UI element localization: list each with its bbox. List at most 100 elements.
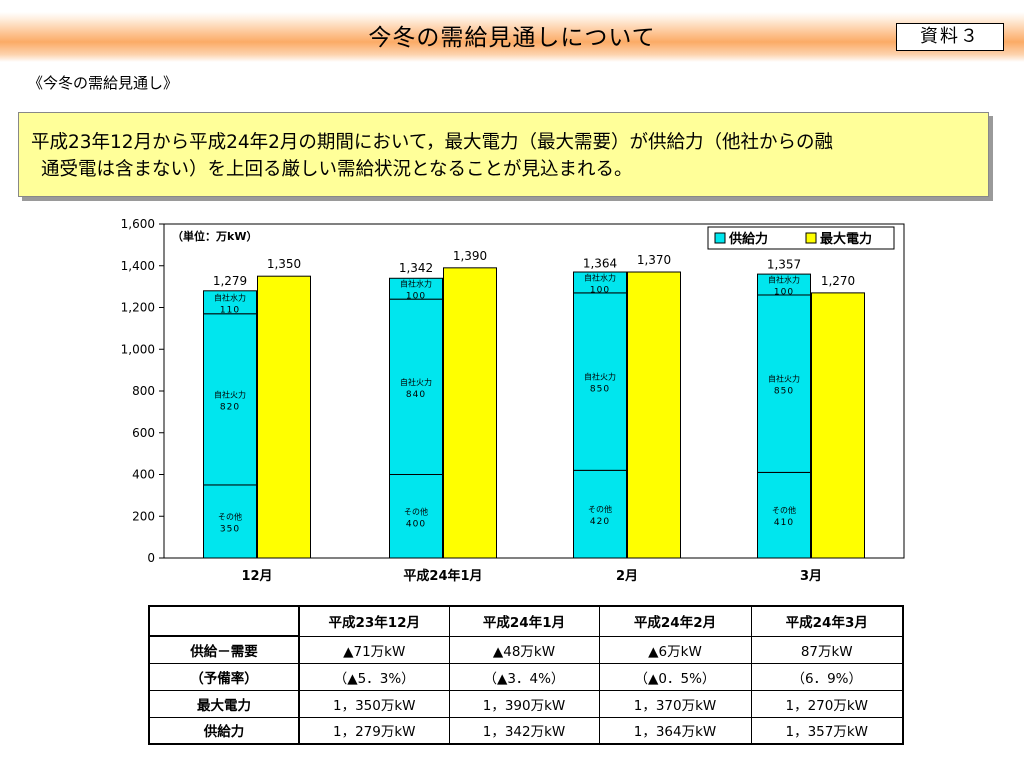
- row-header: 供給力: [148, 716, 300, 745]
- y-tick-label: 1,000: [121, 342, 155, 356]
- table-row: （予備率） （▲5．3%） （▲3．4%） （▲0．5%） （6．9%）: [148, 662, 904, 691]
- x-category-label: 2月: [616, 569, 638, 584]
- segment-value-label: 840: [406, 390, 426, 400]
- supply-total-label: 1,364: [583, 256, 617, 270]
- supply-total-label: 1,342: [399, 261, 433, 275]
- table-cell: ▲6万kW: [598, 635, 752, 664]
- supply-bar-segment: [203, 484, 257, 559]
- table-corner-cell: [148, 605, 300, 637]
- y-tick-label: 0: [147, 551, 155, 565]
- summary-box: 平成23年12月から平成24年2月の期間において，最大電力（最大需要）が供給力（…: [18, 112, 989, 197]
- segment-name-label: その他: [218, 511, 242, 521]
- table-header-row: 平成23年12月 平成24年1月 平成24年2月 平成24年3月: [148, 605, 904, 637]
- document-label: 資料３: [896, 23, 1004, 51]
- table-row: 供給－需要 ▲71万kW ▲48万kW ▲6万kW 87万kW: [148, 635, 904, 664]
- table-row: 供給力 1，279万kW 1，342万kW 1，364万kW 1，357万kW: [148, 716, 904, 745]
- column-header: 平成24年2月: [598, 605, 752, 637]
- demand-value-label: 1,370: [637, 253, 671, 267]
- y-tick-label: 1,200: [121, 301, 155, 315]
- segment-value-label: 400: [406, 519, 426, 529]
- y-tick-label: 200: [132, 509, 155, 523]
- segment-value-label: 100: [590, 285, 610, 295]
- row-header: （予備率）: [148, 662, 300, 691]
- supply-bar-segment: [573, 469, 627, 559]
- supply-demand-chart: 0 200 400 600 800 1,000 1,200 1,400 1,600 （単位：万kW…: [121, 217, 905, 584]
- segment-value-label: 110: [220, 305, 240, 315]
- column-header: 平成24年3月: [750, 605, 904, 637]
- table-cell: ▲48万kW: [448, 635, 600, 664]
- table-cell: （▲3．4%）: [448, 662, 600, 691]
- segment-value-label: 350: [220, 524, 240, 534]
- table-cell: （▲0．5%）: [598, 662, 752, 691]
- table-cell: ▲71万kW: [298, 635, 450, 664]
- supply-total-label: 1,279: [213, 274, 247, 288]
- supply-total-label: 1,357: [767, 258, 801, 272]
- column-header: 平成24年1月: [448, 605, 600, 637]
- demand-value-label: 1,350: [267, 257, 301, 271]
- legend-box: [707, 226, 895, 250]
- row-header: 供給－需要: [148, 635, 300, 664]
- column-header: 平成23年12月: [298, 605, 450, 637]
- segment-value-label: 850: [590, 385, 610, 395]
- unit-label: （単位：万kW）: [172, 229, 257, 243]
- table-cell: （6．9%）: [750, 662, 904, 691]
- supply-bar-segment: [203, 313, 257, 486]
- x-category-label: 平成24年1月: [403, 568, 482, 584]
- table-cell: 1，357万kW: [750, 716, 904, 745]
- y-tick-label: 1,600: [121, 217, 155, 231]
- legend-label-supply: 供給力: [728, 231, 768, 247]
- summary-line-1: 平成23年12月から平成24年2月の期間において，最大電力（最大需要）が供給力（…: [31, 132, 834, 153]
- row-header: 最大電力: [148, 689, 300, 718]
- supply-bar-segment: [757, 294, 811, 473]
- demand-value-label: 1,390: [453, 249, 487, 263]
- segment-name-label: 自社水力: [768, 275, 800, 285]
- segment-value-label: 410: [774, 518, 794, 528]
- table-cell: （▲5．3%）: [298, 662, 450, 691]
- x-category-label: 3月: [800, 569, 822, 584]
- segment-value-label: 850: [774, 387, 794, 397]
- segment-value-label: 100: [774, 288, 794, 298]
- segment-name-label: 自社水力: [214, 292, 246, 302]
- legend-label-demand: 最大電力: [820, 231, 872, 247]
- supply-bar-segment: [757, 273, 811, 296]
- y-tick-label: 800: [132, 384, 155, 398]
- segment-value-label: 420: [590, 517, 610, 527]
- segment-name-label: その他: [588, 504, 612, 514]
- demand-value-label: 1,270: [821, 274, 855, 288]
- legend-swatch-demand: [805, 232, 817, 244]
- segment-name-label: その他: [404, 506, 428, 516]
- y-tick-label: 400: [132, 468, 155, 482]
- segment-name-label: 自社火力: [400, 377, 432, 387]
- table-cell: 1，279万kW: [298, 716, 450, 745]
- x-category-label: 12月: [241, 569, 272, 584]
- table-cell: 1，350万kW: [298, 689, 450, 718]
- section-heading: 《今冬の需給見通し》: [28, 74, 179, 92]
- demand-bar: [627, 271, 681, 559]
- supply-bar-segment: [757, 471, 811, 559]
- table-cell: 1，270万kW: [750, 689, 904, 718]
- demand-bar: [811, 292, 865, 559]
- table-cell: 87万kW: [750, 635, 904, 664]
- legend-swatch-supply: [714, 232, 726, 244]
- demand-bar: [257, 275, 311, 559]
- header-band: [0, 12, 1024, 62]
- table-cell: 1，364万kW: [598, 716, 752, 745]
- segment-name-label: 自社火力: [768, 374, 800, 384]
- supply-bar-segment: [573, 292, 627, 471]
- supply-bar-segment: [389, 474, 443, 559]
- table-cell: 1，390万kW: [448, 689, 600, 718]
- table-row: 最大電力 1，350万kW 1，390万kW 1，370万kW 1，270万kW: [148, 689, 904, 718]
- segment-name-label: 自社火力: [214, 389, 246, 399]
- segment-name-label: 自社水力: [400, 279, 432, 289]
- segment-name-label: 自社火力: [584, 372, 616, 382]
- segment-name-label: 自社水力: [584, 272, 616, 282]
- segment-value-label: 820: [220, 402, 240, 412]
- supply-bar-segment: [573, 271, 627, 294]
- table-cell: 1，342万kW: [448, 716, 600, 745]
- table-cell: 1，370万kW: [598, 689, 752, 718]
- y-tick-label: 600: [132, 426, 155, 440]
- supply-demand-table: 平成23年12月 平成24年1月 平成24年2月 平成24年3月 供給－需要 ▲…: [148, 605, 904, 745]
- y-tick-label: 1,400: [121, 259, 155, 273]
- segment-value-label: 100: [406, 292, 426, 302]
- supply-bar-segment: [203, 290, 257, 315]
